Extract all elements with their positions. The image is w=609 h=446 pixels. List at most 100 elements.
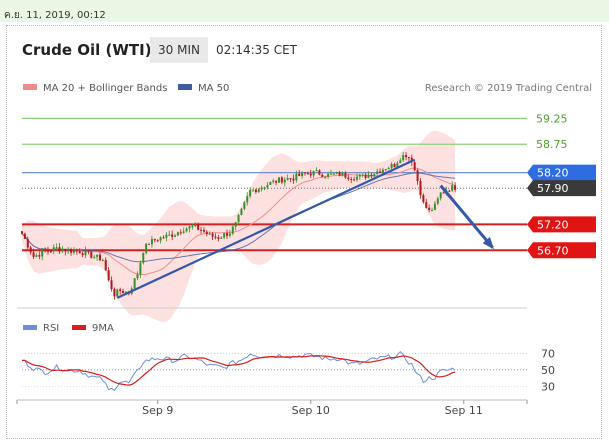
- candle-body: [159, 237, 162, 241]
- trend-line: [116, 158, 416, 299]
- candle-body: [405, 155, 408, 158]
- forecast-arrow-head: [482, 237, 494, 250]
- candle-body: [23, 233, 26, 240]
- candle-body: [381, 169, 384, 173]
- candle-body: [81, 253, 84, 256]
- candle-body: [254, 189, 257, 193]
- candle-body: [101, 260, 104, 262]
- candle-body: [67, 249, 70, 252]
- candle-body: [332, 173, 335, 175]
- candle-body: [324, 176, 327, 178]
- ma50-line: [21, 172, 456, 263]
- page-title: Crude Oil (WTI): [22, 41, 152, 59]
- candle-body: [98, 254, 101, 261]
- candle-body: [148, 243, 151, 245]
- candle-body: [436, 198, 439, 204]
- candle-body: [150, 238, 153, 245]
- candle-body: [272, 180, 275, 182]
- legend-rsi: RSI: [43, 323, 59, 334]
- date-stamp: ค.ย. 11, 2019, 00:12: [4, 10, 106, 21]
- candle-body: [373, 174, 376, 177]
- candle-body: [361, 174, 364, 176]
- candle-body: [197, 225, 200, 230]
- candle-body: [393, 163, 396, 168]
- candle-body: [133, 278, 136, 289]
- rsi-ma-line: [21, 355, 456, 386]
- candle-body: [202, 229, 205, 232]
- candle-body: [35, 255, 38, 257]
- candle-body: [116, 289, 119, 297]
- candle-body: [355, 176, 358, 180]
- candle-body: [20, 231, 24, 234]
- candle-body: [448, 190, 451, 192]
- candle-body: [251, 189, 255, 191]
- candle-body: [124, 291, 127, 293]
- level-label-56.70: 56.70: [537, 244, 569, 257]
- candle-body: [32, 252, 35, 257]
- candle-body: [64, 249, 67, 252]
- candle-body: [84, 250, 87, 256]
- candle-body: [55, 247, 58, 249]
- candle-body: [370, 174, 373, 177]
- candle-body: [321, 174, 324, 177]
- candle-body: [338, 172, 341, 176]
- candle-body: [433, 203, 436, 210]
- candle-body: [344, 172, 347, 178]
- legend-ma50: MA 50: [198, 83, 229, 94]
- top-date-bar: ค.ย. 11, 2019, 00:12: [0, 0, 609, 22]
- candle-body: [237, 215, 240, 223]
- research-credit: Research © 2019 Trading Central: [425, 83, 592, 94]
- candle-body: [275, 180, 278, 183]
- candle-body: [283, 179, 286, 183]
- candle-body: [188, 226, 191, 229]
- candle-body: [70, 249, 73, 253]
- candle-body: [341, 172, 344, 176]
- candle-body: [78, 251, 81, 254]
- candle-body: [329, 173, 332, 175]
- candle-body: [413, 162, 416, 171]
- candle-body: [136, 274, 139, 279]
- candle-body: [243, 202, 246, 209]
- rsi-tick-70: 70: [541, 347, 555, 360]
- rsi-line: [21, 351, 456, 392]
- rsi-tick-50: 50: [541, 364, 555, 377]
- candle-body: [292, 178, 295, 181]
- candle-body: [153, 238, 156, 241]
- forecast-arrow: [439, 184, 494, 249]
- candle-body: [223, 233, 226, 238]
- candle-body: [318, 170, 321, 175]
- candle-body: [367, 174, 370, 178]
- candle-body: [309, 173, 312, 176]
- legend-ma20: MA 20 + Bollinger Bands: [43, 83, 167, 94]
- candle-body: [249, 189, 252, 197]
- candle-body: [119, 289, 122, 291]
- candle-body: [442, 192, 445, 194]
- candle-body: [61, 249, 64, 252]
- candle-body: [439, 192, 442, 199]
- x-tick-label: Sep 9: [142, 404, 173, 417]
- candle-body: [277, 177, 280, 183]
- candle-body: [90, 251, 93, 258]
- candle-body: [171, 234, 174, 237]
- candle-body: [399, 160, 402, 164]
- level-label-57.90: 57.90: [537, 182, 569, 195]
- candle-body: [145, 243, 148, 253]
- price-tag-57.20: [527, 216, 596, 233]
- rsi-tick-30: 30: [541, 380, 555, 393]
- candle-body: [312, 171, 315, 176]
- candle-body: [350, 179, 353, 181]
- candle-body: [174, 235, 177, 237]
- candle-body: [156, 240, 159, 242]
- bollinger-band: [22, 130, 456, 323]
- candle-body: [46, 250, 49, 252]
- candle-body: [113, 289, 116, 297]
- candle-body: [191, 226, 194, 228]
- candle-body: [295, 173, 298, 181]
- candle-body: [231, 226, 234, 234]
- timeframe-badge[interactable]: 30 MIN: [150, 37, 208, 63]
- candle-body: [364, 174, 367, 178]
- candle-body: [220, 237, 223, 239]
- candle-body: [176, 232, 179, 236]
- candle-body: [327, 173, 330, 177]
